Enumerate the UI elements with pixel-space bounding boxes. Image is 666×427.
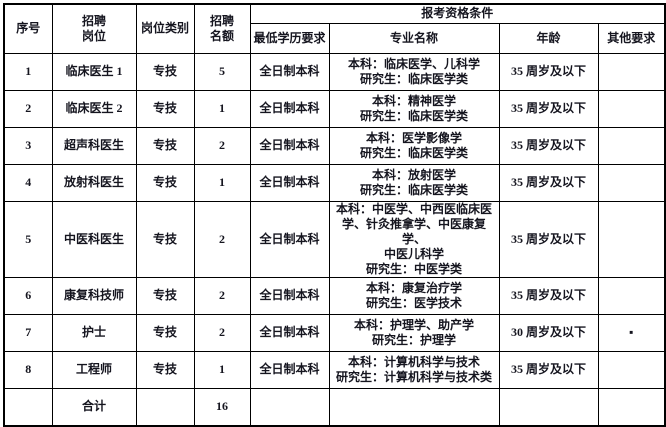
table-row: 5 中医科医生 专技 2 全日制本科 本科：中医学、中西医临床医 学、针灸推拿学… [3, 200, 666, 278]
col-header-major: 专业名称 [328, 22, 500, 54]
cell-quota: 1 [193, 350, 251, 389]
cell-major: 本科：康复治疗学 研究生：医学技术 [328, 276, 500, 315]
cell-age: 35 周岁及以下 [498, 52, 599, 91]
col-header-position: 招聘 岗位 [51, 3, 137, 54]
cell-age: 35 周岁及以下 [498, 163, 599, 202]
cell-major: 本科：临床医学、儿科学 研究生：临床医学类 [328, 52, 500, 91]
cell-category: 专技 [135, 350, 195, 389]
table-row: 7 护士 专技 2 全日制本科 本科：护理学、助产学 研究生：护理学 30 周岁… [3, 313, 666, 352]
cell-age: 35 周岁及以下 [498, 200, 599, 278]
cell-other [597, 387, 666, 427]
table-row: 3 超声科医生 专技 2 全日制本科 本科：医学影像学 研究生：临床医学类 35… [3, 126, 666, 165]
cell-category: 专技 [135, 52, 195, 91]
cell-num: 7 [3, 313, 53, 352]
cell-num: 3 [3, 126, 53, 165]
cell-education [249, 387, 330, 427]
cell-position: 临床医生 2 [51, 89, 137, 128]
cell-position: 护士 [51, 313, 137, 352]
col-header-education: 最低学历要求 [249, 22, 330, 54]
cell-education: 全日制本科 [249, 276, 330, 315]
cell-num: 5 [3, 200, 53, 278]
cell-other [597, 126, 666, 165]
table-row: 2 临床医生 2 专技 1 全日制本科 本科：精神医学 研究生：临床医学类 35… [3, 89, 666, 128]
cell-other [597, 52, 666, 91]
recruitment-table: 序号 招聘 岗位 岗位类别 招聘 名额 报考资格条件 最低学历要求 专业名称 年… [3, 3, 666, 427]
cell-category: 专技 [135, 313, 195, 352]
cell-other [597, 276, 666, 315]
cell-age: 35 周岁及以下 [498, 276, 599, 315]
table-row: 8 工程师 专技 1 全日制本科 本科：计算机科学与技术 研究生：计算机科学与技… [3, 350, 666, 389]
cell-quota: 2 [193, 276, 251, 315]
recruitment-table-page: 序号 招聘 岗位 岗位类别 招聘 名额 报考资格条件 最低学历要求 专业名称 年… [3, 3, 666, 427]
col-header-category: 岗位类别 [135, 3, 195, 54]
cell-quota: 2 [193, 200, 251, 278]
cell-age: 30 周岁及以下 [498, 313, 599, 352]
cell-category: 专技 [135, 163, 195, 202]
cell-total-label: 合计 [51, 387, 137, 427]
cell-quota: 2 [193, 313, 251, 352]
cell-age: 35 周岁及以下 [498, 126, 599, 165]
cell-education: 全日制本科 [249, 126, 330, 165]
cell-major: 本科：精神医学 研究生：临床医学类 [328, 89, 500, 128]
cell-major: 本科：医学影像学 研究生：临床医学类 [328, 126, 500, 165]
cell-age [498, 387, 599, 427]
cell-education: 全日制本科 [249, 89, 330, 128]
cell-category: 专技 [135, 89, 195, 128]
col-header-quota: 招聘 名额 [193, 3, 251, 54]
cell-position: 中医科医生 [51, 200, 137, 278]
cell-quota: 1 [193, 163, 251, 202]
cell-position: 康复科技师 [51, 276, 137, 315]
cell-category: 专技 [135, 276, 195, 315]
table-row: 6 康复科技师 专技 2 全日制本科 本科：康复治疗学 研究生：医学技术 35 … [3, 276, 666, 315]
cell-education: 全日制本科 [249, 313, 330, 352]
col-header-age: 年龄 [498, 22, 599, 54]
cell-num: 8 [3, 350, 53, 389]
cell-num [3, 387, 53, 427]
cell-major: 本科：计算机科学与技术 研究生：计算机科学与技术类 [328, 350, 500, 389]
cell-position: 临床医生 1 [51, 52, 137, 91]
cell-quota: 1 [193, 89, 251, 128]
cell-total-quota: 16 [193, 387, 251, 427]
cell-other [597, 350, 666, 389]
group-header-qualifications: 报考资格条件 [249, 3, 666, 24]
cell-quota: 2 [193, 126, 251, 165]
table-row-total: 合计 16 [3, 387, 666, 427]
cell-position: 超声科医生 [51, 126, 137, 165]
cell-education: 全日制本科 [249, 163, 330, 202]
cell-other [597, 163, 666, 202]
cell-major: 本科：放射医学 研究生：临床医学类 [328, 163, 500, 202]
cell-num: 4 [3, 163, 53, 202]
cell-major: 本科：护理学、助产学 研究生：护理学 [328, 313, 500, 352]
table-row: 4 放射科医生 专技 1 全日制本科 本科：放射医学 研究生：临床医学类 35 … [3, 163, 666, 202]
cell-category: 专技 [135, 200, 195, 278]
cell-num: 1 [3, 52, 53, 91]
header-row-group: 序号 招聘 岗位 岗位类别 招聘 名额 报考资格条件 [3, 3, 666, 54]
cell-quota: 5 [193, 52, 251, 91]
col-header-other: 其他要求 [597, 22, 666, 54]
cell-education: 全日制本科 [249, 52, 330, 91]
cell-major [328, 387, 500, 427]
cell-age: 35 周岁及以下 [498, 350, 599, 389]
cell-education: 全日制本科 [249, 200, 330, 278]
cell-position: 工程师 [51, 350, 137, 389]
cell-major: 本科：中医学、中西医临床医 学、针灸推拿学、中医康复学、 中医儿科学 研究生：中… [328, 200, 500, 278]
cell-age: 35 周岁及以下 [498, 89, 599, 128]
col-header-num: 序号 [3, 3, 53, 54]
table-row: 1 临床医生 1 专技 5 全日制本科 本科：临床医学、儿科学 研究生：临床医学… [3, 52, 666, 91]
cell-category [135, 387, 195, 427]
cell-education: 全日制本科 [249, 350, 330, 389]
cell-num: 2 [3, 89, 53, 128]
cell-position: 放射科医生 [51, 163, 137, 202]
cell-category: 专技 [135, 126, 195, 165]
cell-other [597, 200, 666, 278]
header-row-sub: 最低学历要求 专业名称 年龄 其他要求 [4, 22, 666, 54]
cell-other [597, 89, 666, 128]
cell-num: 6 [3, 276, 53, 315]
cell-other-dot: ▪ [597, 313, 666, 352]
